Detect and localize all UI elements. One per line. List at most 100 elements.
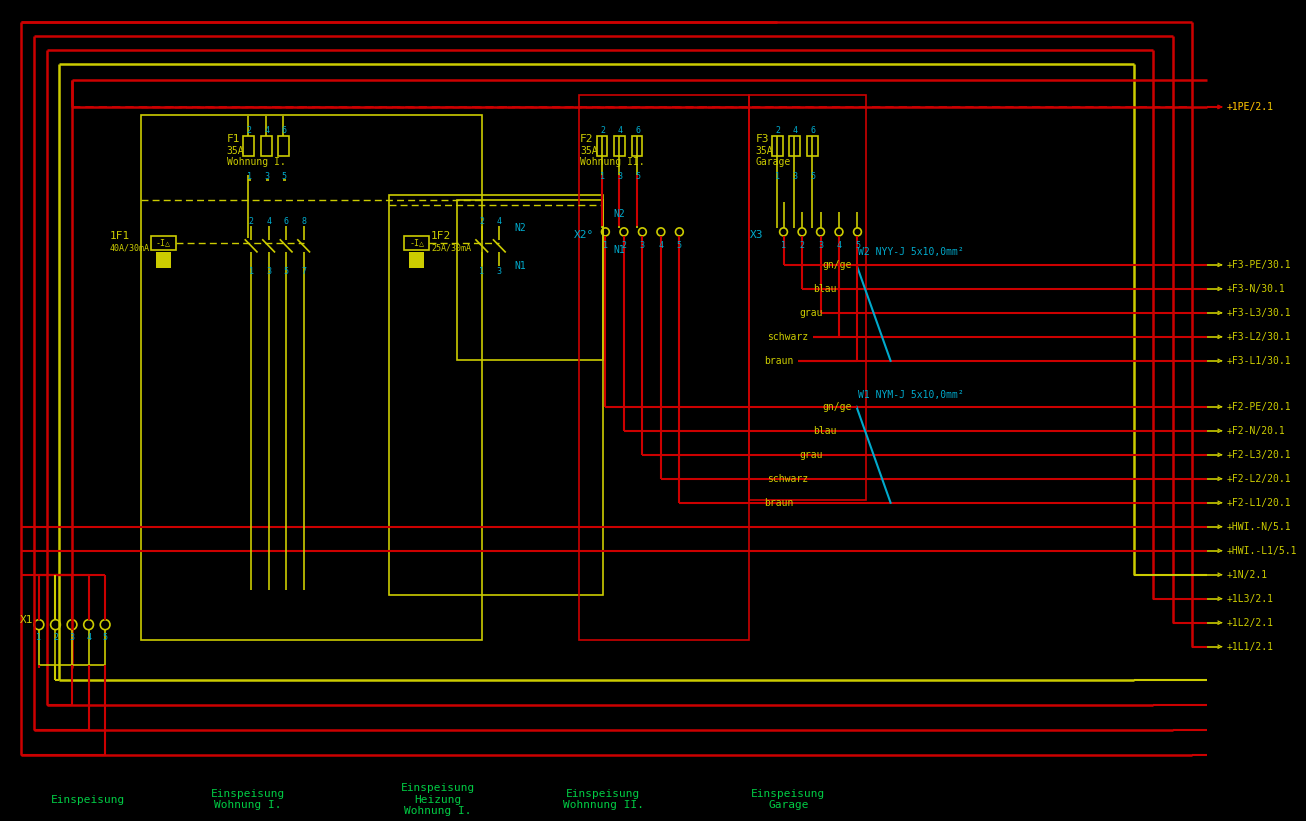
Text: 1F1: 1F1 — [110, 231, 131, 241]
Text: 5: 5 — [282, 172, 287, 181]
Text: 5: 5 — [855, 241, 859, 250]
Text: 2: 2 — [776, 126, 780, 135]
Text: -I△: -I△ — [409, 238, 424, 247]
Text: 5: 5 — [283, 268, 289, 277]
Text: 25A/30mA: 25A/30mA — [431, 243, 471, 252]
Text: 40A/30mA: 40A/30mA — [110, 243, 150, 252]
Text: W2 NYY-J 5x10,0mm²: W2 NYY-J 5x10,0mm² — [858, 247, 964, 257]
Text: 6: 6 — [282, 126, 287, 135]
Text: N2: N2 — [513, 222, 525, 233]
Text: 6: 6 — [283, 218, 289, 227]
Text: 3: 3 — [618, 172, 623, 181]
Text: 4: 4 — [266, 218, 272, 227]
Bar — [614, 136, 624, 156]
Text: 5: 5 — [635, 172, 640, 181]
Text: X3: X3 — [750, 230, 763, 240]
Text: +1PE/2.1: +1PE/2.1 — [1226, 102, 1273, 112]
Text: +F3-PE/30.1: +F3-PE/30.1 — [1226, 260, 1292, 270]
Text: 2: 2 — [247, 126, 252, 135]
Bar — [807, 136, 818, 156]
Text: +F3-L1/30.1: +F3-L1/30.1 — [1226, 355, 1292, 366]
Text: Wohnung I.: Wohnung I. — [227, 157, 286, 167]
Text: +1L2/2.1: +1L2/2.1 — [1226, 617, 1273, 628]
Text: +F3-L3/30.1: +F3-L3/30.1 — [1226, 308, 1292, 318]
Text: grau: grau — [799, 450, 823, 460]
Text: 4: 4 — [837, 241, 841, 250]
Bar — [772, 136, 782, 156]
Text: 4: 4 — [618, 126, 623, 135]
Bar — [597, 136, 607, 156]
Text: 2: 2 — [479, 218, 485, 227]
Text: Einspeisung
Wohnnung II.: Einspeisung Wohnnung II. — [563, 789, 644, 810]
Text: braun: braun — [764, 498, 793, 507]
Text: N1: N1 — [513, 261, 525, 271]
Text: 1: 1 — [248, 268, 253, 277]
Text: +HWI.-L1/5.1: +HWI.-L1/5.1 — [1226, 546, 1297, 556]
Text: N2: N2 — [614, 209, 626, 219]
Bar — [243, 136, 255, 156]
Text: X1: X1 — [20, 615, 33, 625]
Text: Einspeisung
Wohnung I.: Einspeisung Wohnung I. — [212, 789, 285, 810]
Text: +1L1/2.1: +1L1/2.1 — [1226, 642, 1273, 652]
Text: 6: 6 — [635, 126, 640, 135]
Text: +F3-L2/30.1: +F3-L2/30.1 — [1226, 332, 1292, 342]
Text: +F2-L1/20.1: +F2-L1/20.1 — [1226, 498, 1292, 507]
Text: 8: 8 — [302, 218, 306, 227]
Text: -I△: -I△ — [155, 238, 171, 247]
Text: 5: 5 — [810, 172, 815, 181]
Text: 4: 4 — [86, 633, 91, 642]
Bar — [750, 95, 866, 500]
Text: X2°: X2° — [575, 230, 594, 240]
Text: +1PE/2.1: +1PE/2.1 — [1226, 102, 1273, 112]
Text: 5: 5 — [677, 241, 682, 250]
Text: 4: 4 — [793, 126, 798, 135]
Text: schwarz: schwarz — [767, 474, 808, 484]
Text: grau: grau — [799, 308, 823, 318]
Text: 35A: 35A — [227, 146, 244, 156]
Text: Einspeisung: Einspeisung — [51, 795, 125, 805]
Text: 3: 3 — [69, 633, 74, 642]
Bar — [632, 136, 643, 156]
Text: 1F2: 1F2 — [431, 231, 452, 241]
Text: +1L3/2.1: +1L3/2.1 — [1226, 594, 1273, 603]
Bar — [409, 252, 424, 268]
Text: 2: 2 — [599, 126, 605, 135]
Text: blau: blau — [814, 284, 837, 294]
Bar — [457, 200, 603, 360]
Text: 6: 6 — [810, 126, 815, 135]
Text: 35A: 35A — [580, 146, 598, 156]
Text: Wohnung II.: Wohnung II. — [580, 157, 645, 167]
Text: 3: 3 — [266, 268, 272, 277]
Text: W1 NYM-J 5x10,0mm²: W1 NYM-J 5x10,0mm² — [858, 390, 964, 400]
Text: +F2-L3/20.1: +F2-L3/20.1 — [1226, 450, 1292, 460]
Text: 2: 2 — [54, 633, 57, 642]
Text: 2: 2 — [248, 218, 253, 227]
Text: Einspeisung
Heizung
Wohnung I.: Einspeisung Heizung Wohnung I. — [401, 783, 475, 816]
Text: 1: 1 — [37, 633, 42, 642]
Bar — [261, 136, 272, 156]
Text: F3: F3 — [755, 134, 769, 144]
Text: 35A: 35A — [755, 146, 773, 156]
Bar — [151, 236, 176, 250]
Text: 4: 4 — [496, 218, 502, 227]
Bar — [579, 95, 750, 640]
Text: 1: 1 — [599, 172, 605, 181]
Text: F2: F2 — [580, 134, 594, 144]
Bar — [789, 136, 801, 156]
Text: gn/ge: gn/ge — [823, 260, 852, 270]
Text: 4: 4 — [658, 241, 663, 250]
Text: 3: 3 — [818, 241, 823, 250]
Text: +F2-PE/20.1: +F2-PE/20.1 — [1226, 401, 1292, 412]
Text: 2: 2 — [799, 241, 804, 250]
Bar — [389, 195, 603, 594]
Bar — [404, 236, 430, 250]
Text: +F3-N/30.1: +F3-N/30.1 — [1226, 284, 1285, 294]
Bar — [141, 115, 482, 640]
Text: 1: 1 — [479, 268, 485, 277]
Text: schwarz: schwarz — [767, 332, 808, 342]
Bar — [155, 252, 171, 268]
Text: 3: 3 — [793, 172, 798, 181]
Text: 1: 1 — [776, 172, 780, 181]
Text: 1: 1 — [247, 172, 252, 181]
Text: 3: 3 — [496, 268, 502, 277]
